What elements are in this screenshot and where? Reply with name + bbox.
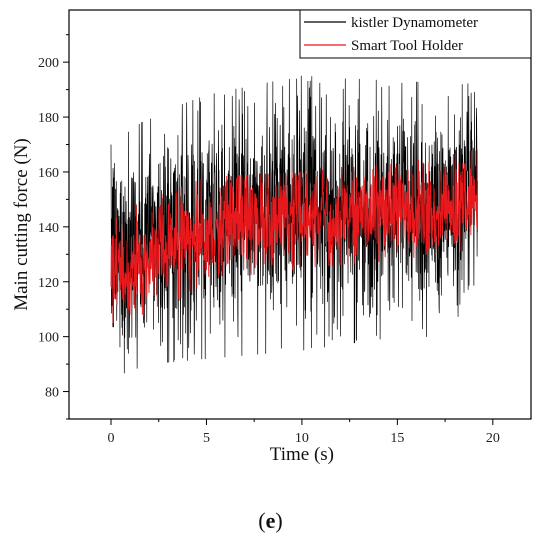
caption-close: ) — [275, 508, 283, 533]
x-tick-label: 5 — [203, 431, 210, 446]
caption-letter: e — [265, 508, 276, 533]
x-tick-label: 10 — [295, 431, 309, 446]
x-axis-title: Time (s) — [270, 444, 334, 465]
legend: kistler Dynamometer Smart Tool Holder — [299, 9, 532, 59]
y-tick-label: 160 — [38, 166, 59, 181]
legend-label-kistler: kistler Dynamometer — [351, 15, 478, 31]
y-tick-label: 100 — [38, 331, 59, 346]
series-layer — [110, 75, 478, 374]
caption-open: ( — [258, 508, 266, 533]
y-tick-label: 120 — [38, 276, 59, 291]
y-axis: 80 100 120 140 160 180 200 — [38, 34, 69, 420]
y-tick-label: 140 — [38, 221, 59, 236]
x-tick-label: 15 — [390, 431, 404, 446]
legend-box — [299, 9, 532, 59]
series-smart-tool-holder — [110, 149, 478, 323]
y-tick-label: 80 — [45, 386, 59, 401]
y-axis-title: Main cutting force (N) — [11, 138, 32, 311]
legend-label-smart-tool-holder: Smart Tool Holder — [351, 38, 463, 54]
x-axis: 0 5 10 15 20 — [108, 419, 500, 446]
y-tick-label: 200 — [38, 56, 59, 71]
force-chart: 0 5 10 15 20 80 100 120 140 160 180 200 Time (s) M… — [11, 9, 532, 465]
figure-caption: (e) — [0, 508, 541, 534]
y-tick-label: 180 — [38, 111, 59, 126]
x-tick-label: 20 — [486, 431, 500, 446]
x-tick-label: 0 — [108, 431, 115, 446]
